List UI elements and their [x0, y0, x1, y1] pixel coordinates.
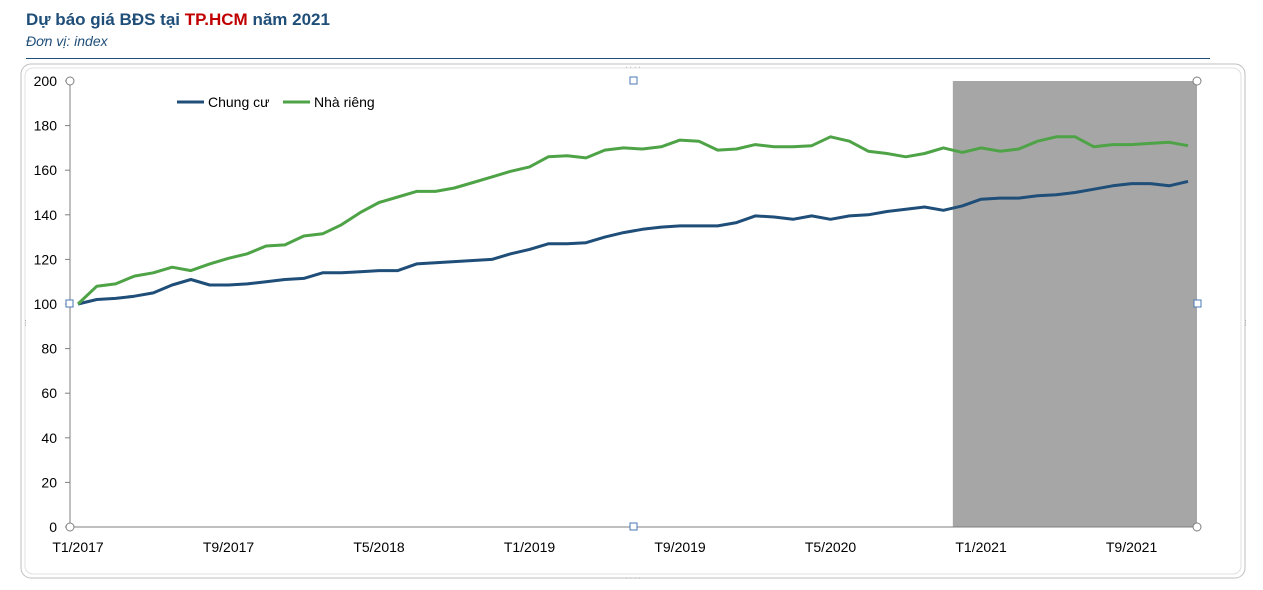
- y-tick-label: 160: [34, 162, 58, 178]
- resize-grip-top[interactable]: · · · ·: [625, 64, 640, 71]
- x-tick-label: T9/2017: [203, 539, 255, 555]
- selection-handle-top-right[interactable]: [1192, 76, 1202, 86]
- y-tick-label: 80: [41, 341, 57, 357]
- selection-handle-bottom[interactable]: [629, 522, 638, 531]
- selection-handle-top[interactable]: [629, 76, 638, 85]
- x-tick-label: T9/2019: [654, 539, 706, 555]
- series-line-nha-rieng[interactable]: [76, 135, 1189, 306]
- chart-area-frame[interactable]: [20, 63, 1246, 579]
- y-tick-label: 40: [41, 430, 57, 446]
- x-tick-label: T1/2019: [504, 539, 556, 555]
- y-tick-label: 120: [34, 251, 58, 267]
- y-tick-label: 180: [34, 118, 58, 134]
- x-tick-label: T9/2021: [1106, 539, 1158, 555]
- forecast-shaded-region: [952, 81, 1197, 527]
- legend-label: Nhà riêng: [314, 94, 375, 110]
- x-tick-label: T5/2020: [805, 539, 857, 555]
- x-tick-label: T1/2021: [955, 539, 1007, 555]
- selection-handle-bottom-left[interactable]: [65, 522, 75, 532]
- selection-handle-left[interactable]: [65, 299, 74, 308]
- selection-handle-right[interactable]: [1193, 299, 1202, 308]
- selection-handle-bottom-right[interactable]: [1192, 522, 1202, 532]
- page-title: Dự báo giá BĐS tại TP.HCM năm 2021: [26, 10, 330, 29]
- y-tick-label: 0: [49, 519, 57, 535]
- header: Dự báo giá BĐS tại TP.HCM năm 2021 Đơn v…: [26, 10, 330, 49]
- y-tick-label: 60: [41, 385, 57, 401]
- resize-grip-bottom[interactable]: · · · ·: [625, 575, 640, 582]
- legend-label: Chung cư: [208, 94, 270, 110]
- plot-layer: 0 20 40 60 80 100 120 140 160 180 200 T1/2017 T9/201…: [34, 73, 1197, 555]
- x-tick-label: T5/2018: [353, 539, 405, 555]
- resize-grip-left[interactable]: ⋮: [22, 320, 29, 327]
- chart-area-inner-frame: [24, 67, 1242, 575]
- y-tick-label: 20: [41, 474, 57, 490]
- y-tick-label: 100: [34, 296, 58, 312]
- x-tick-label: T1/2017: [52, 539, 104, 555]
- series-line-chung-cu[interactable]: [77, 179, 1189, 306]
- y-tick-label: 200: [34, 73, 58, 89]
- y-tick-label: 140: [34, 207, 58, 223]
- title-divider: [26, 58, 1210, 59]
- title-highlight: TP.HCM: [184, 10, 248, 29]
- selection-handle-top-left[interactable]: [65, 76, 75, 86]
- page-subtitle: Đơn vị: index: [26, 33, 108, 49]
- resize-grip-right[interactable]: ⋮: [1242, 320, 1249, 327]
